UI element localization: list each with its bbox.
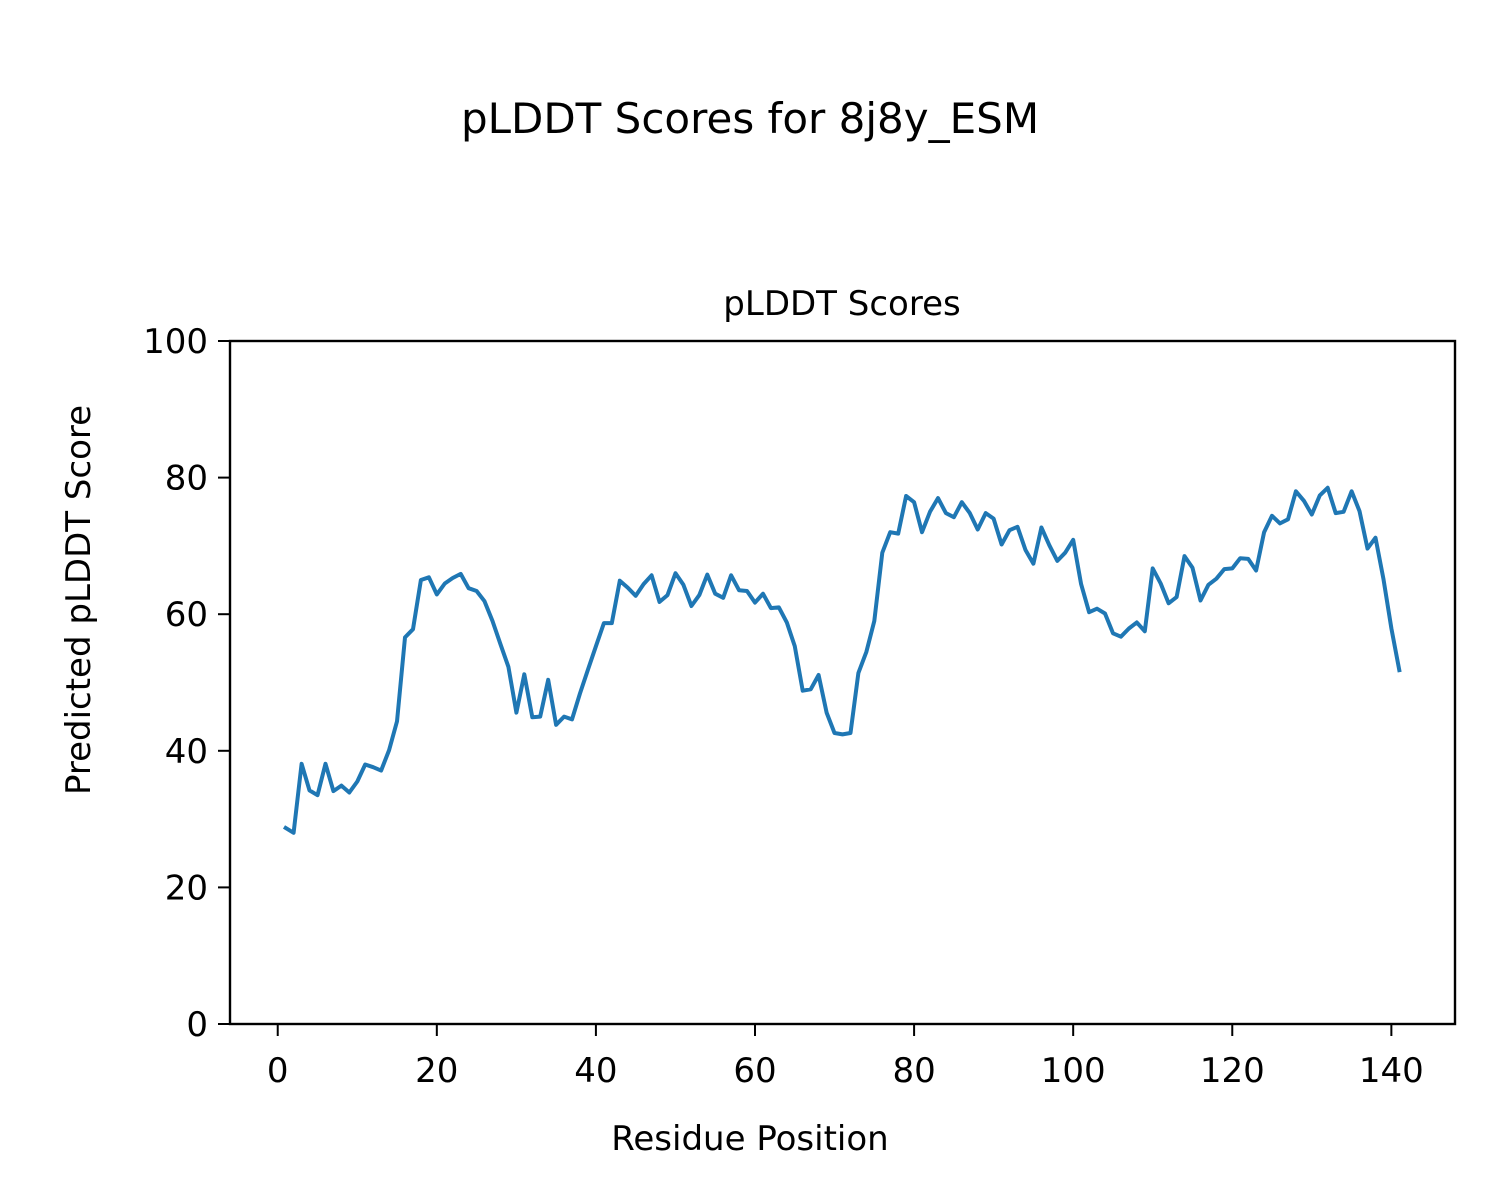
y-tick-label: 80 xyxy=(165,459,208,499)
x-tick-label: 20 xyxy=(415,1051,458,1091)
y-tick-label: 40 xyxy=(165,732,208,772)
plot-area xyxy=(228,339,1457,1026)
x-tick-label: 120 xyxy=(1200,1051,1265,1091)
x-axis-label: Residue Position xyxy=(611,1119,888,1159)
x-tick-label: 0 xyxy=(267,1051,289,1091)
x-tick-label: 140 xyxy=(1359,1051,1424,1091)
x-tick-label: 100 xyxy=(1041,1051,1106,1091)
axes-title: pLDDT Scores xyxy=(723,284,960,324)
x-axis: 0 20 40 60 80 100 120 140 xyxy=(267,1024,1424,1091)
x-tick-label: 60 xyxy=(733,1051,776,1091)
y-tick-label: 0 xyxy=(186,1005,208,1045)
x-tick-label: 80 xyxy=(892,1051,935,1091)
y-tick-label: 20 xyxy=(165,868,208,908)
y-axis-label: Predicted pLDDT Score xyxy=(59,405,99,795)
series-line xyxy=(282,485,1402,835)
y-tick-label: 60 xyxy=(165,595,208,635)
x-tick-label: 40 xyxy=(574,1051,617,1091)
y-axis: 0 20 40 60 80 100 xyxy=(143,322,230,1045)
axes-frame xyxy=(228,339,1457,1026)
y-tick-label: 100 xyxy=(143,322,208,362)
series-layer xyxy=(282,485,1402,835)
figure-suptitle: pLDDT Scores for 8j8y_ESM xyxy=(461,94,1039,143)
